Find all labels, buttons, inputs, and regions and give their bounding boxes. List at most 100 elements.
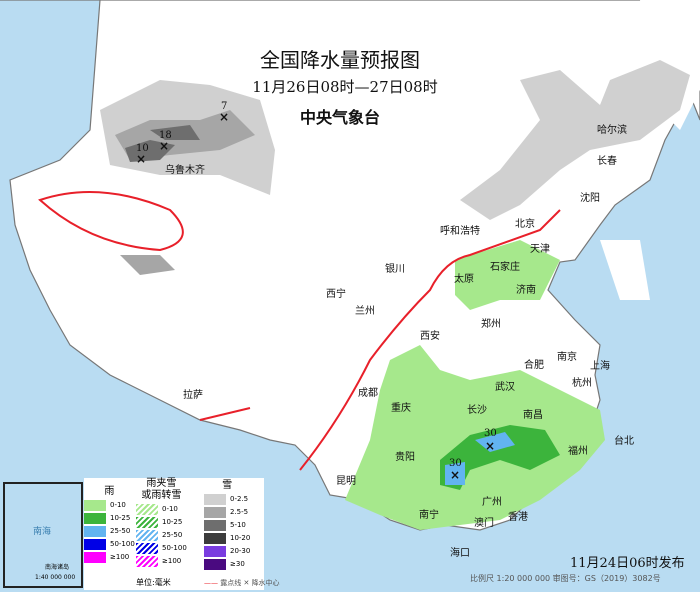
- legend-item: 25-50: [84, 525, 135, 537]
- legend-item: 50-100: [136, 542, 187, 554]
- city-label: 西安: [420, 331, 440, 342]
- svg-text:×: ×: [159, 139, 169, 153]
- legend-snow-title: 雪: [222, 480, 233, 491]
- legend-item: 0-10: [84, 499, 135, 511]
- city-label: 南宁: [419, 510, 439, 521]
- legend-swatch: [84, 551, 106, 563]
- legend-center-label: 降水中心: [251, 579, 280, 587]
- svg-text:×: ×: [485, 439, 495, 453]
- city-label: 长沙: [467, 405, 487, 416]
- legend-mixed-title: 雨夹雪 或雨转雪: [141, 478, 182, 501]
- city-label: 南昌: [523, 410, 543, 421]
- legend-item: 50-100: [84, 538, 135, 550]
- legend: 雨 0-10 10-25 25-50 50-100 ≥100 雨夹雪 或雨转雪 0-10…: [84, 478, 280, 590]
- city-label: 沈阳: [580, 193, 600, 204]
- legend-label: ≥100: [162, 557, 182, 565]
- legend-swatch: [84, 538, 106, 550]
- legend-snow: 雪 0-2.5 2.5-5 5-10 10-20 20-30 ≥30: [204, 480, 250, 570]
- legend-swatch: [204, 519, 226, 531]
- legend-swatch: [204, 493, 226, 505]
- legend-label: 10-25: [162, 518, 183, 526]
- svg-text:×: ×: [136, 152, 146, 166]
- organization: 中央气象台: [299, 108, 380, 127]
- legend-swatch: [136, 503, 158, 515]
- city-label: 拉萨: [183, 390, 203, 401]
- city-label: 哈尔滨: [597, 125, 627, 136]
- center-value: 10: [136, 143, 149, 154]
- legend-swatch: [84, 499, 106, 511]
- legend-swatch: [204, 545, 226, 557]
- legend-item: 0-10: [136, 503, 187, 515]
- city-label: 兰州: [355, 306, 375, 317]
- legend-label: ≥30: [230, 560, 245, 568]
- front-lines: [38, 191, 561, 471]
- legend-item: 10-25: [136, 516, 187, 528]
- legend-swatch: [84, 512, 106, 524]
- center-value: 30: [484, 428, 497, 439]
- city-label: 香港: [508, 512, 528, 523]
- legend-label: 0-10: [110, 501, 126, 509]
- forecast-period: 11月26日08时—27日08时: [252, 78, 438, 96]
- legend-label: 5-10: [230, 521, 246, 529]
- legend-label: 20-30: [230, 547, 251, 555]
- legend-swatch: [136, 542, 158, 554]
- legend-label: 10-25: [110, 514, 131, 522]
- legend-item: 0-2.5: [204, 493, 250, 505]
- legend-item: 2.5-5: [204, 506, 250, 518]
- legend-label: 50-100: [162, 544, 187, 552]
- legend-item: ≥30: [204, 558, 250, 570]
- legend-swatch: [136, 529, 158, 541]
- city-label: 银川: [385, 264, 405, 275]
- precip-center-markers: × × × × ×: [136, 110, 495, 482]
- legend-item: 5-10: [204, 519, 250, 531]
- city-label: 澳门: [474, 518, 494, 529]
- snow-north: [100, 60, 690, 220]
- legend-item: 10-25: [84, 512, 135, 524]
- snow-heavy: [125, 125, 200, 162]
- city-label: 乌鲁木齐: [165, 165, 205, 176]
- city-label: 重庆: [391, 403, 411, 414]
- city-label: 合肥: [524, 360, 544, 371]
- legend-swatch: [204, 506, 226, 518]
- legend-swatch: [204, 558, 226, 570]
- city-label: 海口: [450, 548, 470, 559]
- city-label: 上海: [590, 361, 610, 372]
- city-label: 贵阳: [395, 452, 415, 463]
- city-label: 武汉: [495, 382, 515, 393]
- legend-item: ≥100: [84, 551, 135, 563]
- legend-label: 0-2.5: [230, 495, 249, 503]
- city-label: 济南: [516, 285, 536, 296]
- city-label: 呼和浩特: [440, 226, 480, 237]
- map-title: 全国降水量预报图: [260, 48, 420, 72]
- legend-front: —— 露点线 ✕ 降水中心: [204, 579, 280, 587]
- center-value: 18: [159, 130, 172, 141]
- city-label: 西宁: [326, 289, 346, 300]
- city-label: 成都: [358, 388, 378, 399]
- legend-swatch: [84, 525, 106, 537]
- legend-label: 25-50: [110, 527, 131, 535]
- city-label: 福州: [568, 446, 588, 457]
- legend-label: 50-100: [110, 540, 135, 548]
- city-label: 郑州: [481, 319, 501, 330]
- rain-heavy: [445, 432, 515, 485]
- city-label: 杭州: [572, 378, 592, 389]
- legend-rain: 雨 0-10 10-25 25-50 50-100 ≥100: [84, 486, 135, 563]
- south-china-sea-inset: 南海 南海诸岛 1:40 000 000: [3, 482, 83, 588]
- city-label: 石家庄: [490, 262, 520, 273]
- legend-rain-title: 雨: [104, 486, 115, 497]
- rain-moderate: [440, 425, 560, 490]
- legend-item: ≥100: [136, 555, 187, 567]
- legend-label: 2.5-5: [230, 508, 249, 516]
- scale-note: 比例尺 1:20 000 000 审图号：GS（2019）3082号: [470, 574, 661, 583]
- city-label: 天津: [530, 244, 550, 255]
- inset-scale: 1:40 000 000: [35, 574, 76, 581]
- city-label: 昆明: [336, 476, 356, 487]
- city-label: 台北: [614, 436, 634, 447]
- city-label: 南京: [557, 352, 577, 363]
- legend-swatch: [136, 555, 158, 567]
- svg-text:×: ×: [450, 468, 460, 482]
- city-label: 长春: [597, 156, 617, 167]
- center-value: 7: [221, 101, 228, 112]
- legend-label: 0-10: [162, 505, 178, 513]
- inset-label: 南海诸岛: [45, 564, 70, 571]
